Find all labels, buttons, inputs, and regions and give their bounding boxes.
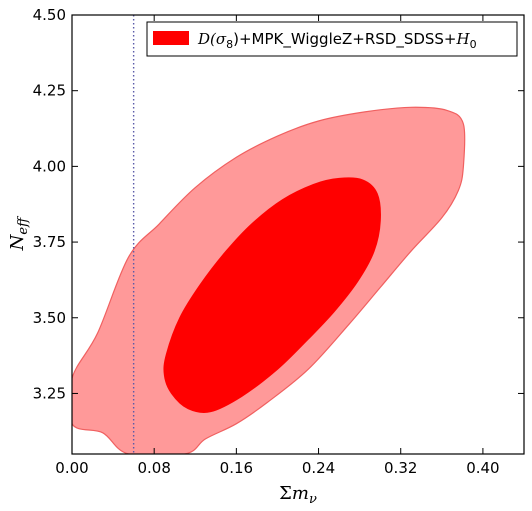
x-tick-label: 0.24 (302, 459, 335, 477)
y-tick-label: 4.50 (33, 6, 66, 24)
legend-box (146, 21, 518, 57)
x-tick-label: 0.32 (384, 459, 417, 477)
x-axis-label: Σmν (279, 483, 317, 507)
y-tick-label: 4.00 (33, 157, 66, 175)
x-axis-ticks: 0.00 0.08 0.16 0.24 0.32 0.40 (55, 15, 500, 477)
y-axis-label: Neff (7, 215, 31, 251)
legend-middle: )+MPK_WiggleZ+RSD_SDSS+ (233, 30, 456, 49)
x-tick-label: 0.40 (466, 459, 499, 477)
y-tick-label: 3.50 (33, 309, 66, 327)
legend-prefix: D(σ (197, 30, 227, 48)
contour-layer (72, 106, 466, 454)
x-tick-label: 0.16 (220, 459, 253, 477)
legend-swatch (153, 31, 189, 45)
plot-frame (71, 14, 525, 455)
legend-entry-label: D(σ8)+MPK_WiggleZ+RSD_SDSS+H0 (197, 30, 477, 51)
x-tick-label: 0.08 (137, 459, 170, 477)
y-tick-label: 4.25 (33, 82, 66, 100)
legend-h: H (456, 30, 471, 48)
y-axis-ticks: 3.25 3.50 3.75 4.00 4.25 4.50 (33, 6, 524, 402)
legend-sub-8: 8 (226, 38, 233, 51)
y-tick-label: 3.25 (33, 384, 66, 402)
legend-sub-0: 0 (470, 38, 477, 51)
legend: D(σ8)+MPK_WiggleZ+RSD_SDSS+H0 (146, 21, 518, 57)
x-tick-label: 0.00 (55, 459, 88, 477)
contour-68-region (163, 177, 381, 413)
y-tick-label: 3.75 (33, 233, 66, 251)
